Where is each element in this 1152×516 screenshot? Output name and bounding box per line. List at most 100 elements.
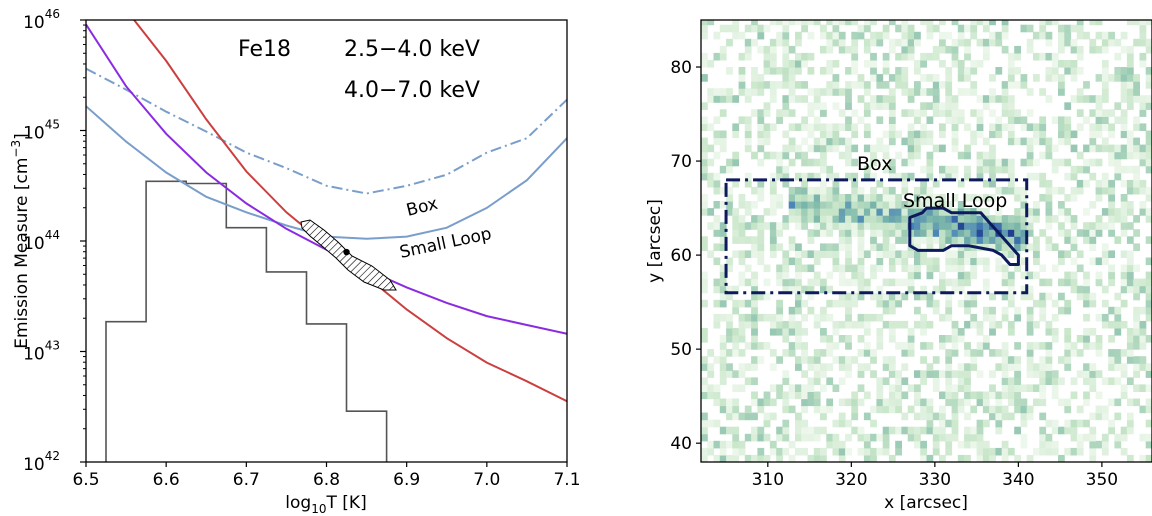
heatmap-cell: [1145, 370, 1152, 378]
heatmap-cell: [1070, 377, 1078, 385]
heatmap-cell: [851, 67, 859, 75]
heatmap-cell: [757, 405, 765, 414]
heatmap-cell: [776, 328, 783, 336]
heatmap-cell: [857, 31, 865, 40]
heatmap-cell: [1139, 31, 1147, 40]
heatmap-cell: [832, 31, 840, 40]
heatmap-cell: [1001, 123, 1009, 131]
heatmap-cell: [907, 88, 915, 96]
heatmap-cell: [901, 158, 909, 167]
heatmap-cell: [732, 349, 740, 357]
heatmap-cell: [1126, 67, 1134, 75]
heatmap-cell: [1064, 299, 1072, 308]
heatmap-cell: [757, 426, 765, 435]
heatmap-cell: [713, 179, 721, 188]
heatmap-cell: [863, 349, 871, 357]
heatmap-cell: [882, 299, 890, 308]
heatmap-cell: [926, 229, 934, 237]
heatmap-cell: [901, 215, 909, 223]
heatmap-cell: [926, 172, 934, 181]
heatmap-cell: [751, 20, 758, 26]
em-y-axis-title: Emission Measure [cm−3]: [9, 133, 32, 349]
heatmap-cell: [1026, 313, 1034, 322]
heatmap-cell: [1045, 320, 1053, 329]
heatmap-cell: [1014, 405, 1021, 414]
heatmap-cell: [1126, 88, 1134, 96]
heatmap-cell: [939, 335, 946, 343]
heatmap-cell: [1014, 45, 1021, 54]
heatmap-cell: [1045, 38, 1053, 47]
heatmap-cell: [1058, 24, 1065, 33]
heatmap-cell: [1070, 95, 1078, 103]
heatmap-cell: [751, 271, 758, 280]
heatmap-cell: [895, 391, 902, 400]
heatmap-cell: [939, 412, 946, 421]
heatmap-cell: [832, 194, 840, 202]
heatmap-cell: [945, 349, 953, 357]
heatmap-cell: [826, 271, 834, 280]
heatmap-cell: [870, 172, 877, 181]
heatmap-cell: [757, 194, 765, 202]
heatmap-cell: [945, 384, 953, 392]
heatmap-cell: [876, 116, 884, 124]
heatmap-cell: [1033, 172, 1040, 181]
heatmap-cell: [1014, 370, 1021, 378]
heatmap-cell: [939, 130, 946, 139]
heatmap-cell: [701, 31, 708, 40]
heatmap-cell: [1001, 264, 1009, 273]
heatmap-cell: [1139, 102, 1147, 110]
heatmap-cell: [845, 144, 852, 153]
heatmap-cell: [826, 377, 834, 385]
heatmap-cell: [1133, 342, 1140, 350]
heatmap-cell: [914, 391, 921, 400]
heatmap-cell: [1133, 179, 1140, 188]
heatmap-cell: [964, 412, 971, 421]
heatmap-cell: [845, 313, 852, 322]
heatmap-cell: [769, 440, 777, 449]
heatmap-cell: [1058, 292, 1065, 301]
heatmap-cell: [888, 102, 896, 110]
heatmap-cell: [976, 158, 984, 167]
heatmap-cell: [744, 88, 752, 96]
heatmap-cell: [788, 137, 796, 146]
heatmap-cell: [995, 158, 1003, 167]
heatmap-cell: [738, 215, 746, 223]
heatmap-cell: [1083, 292, 1090, 301]
heatmap-cell: [857, 194, 865, 202]
heatmap-cell: [763, 433, 771, 442]
map-x-tick-label: 310: [752, 470, 784, 490]
box-region-outline: [724, 178, 1029, 295]
heatmap-cell: [1045, 447, 1053, 456]
heatmap-cell: [782, 151, 790, 160]
em-x-axis-title: log10T [K]: [285, 493, 366, 516]
heatmap-cell: [1101, 38, 1109, 47]
heatmap-cell: [1039, 264, 1047, 273]
heatmap-cell: [744, 342, 752, 350]
heatmap-cell: [769, 172, 777, 181]
heatmap-cell: [1020, 419, 1028, 428]
heatmap-cell: [1114, 144, 1122, 153]
heatmap-cell: [713, 116, 721, 124]
heatmap-cell: [1114, 165, 1122, 174]
heatmap-cell: [832, 384, 840, 392]
heatmap-cell: [995, 391, 1003, 400]
heatmap-cell: [989, 306, 996, 315]
heatmap-cell: [870, 313, 877, 322]
heatmap-cell: [914, 215, 921, 223]
heatmap-cell: [957, 215, 965, 223]
heatmap-cell: [964, 165, 971, 174]
heatmap-cell: [957, 278, 965, 287]
heatmap-cell: [701, 123, 708, 131]
heatmap-cell: [1076, 285, 1084, 294]
heatmap-cell: [1020, 186, 1028, 195]
heatmap-cell: [795, 38, 802, 47]
heatmap-cell: [769, 243, 777, 251]
heatmap-cell: [926, 20, 934, 26]
heatmap-cell: [757, 158, 765, 167]
heatmap-cell: [914, 271, 921, 280]
heatmap-cell: [970, 222, 978, 230]
heatmap-cell: [788, 454, 796, 462]
heatmap-cell: [1089, 123, 1097, 131]
heatmap-cell: [838, 440, 846, 449]
heatmap-cell: [976, 320, 984, 329]
